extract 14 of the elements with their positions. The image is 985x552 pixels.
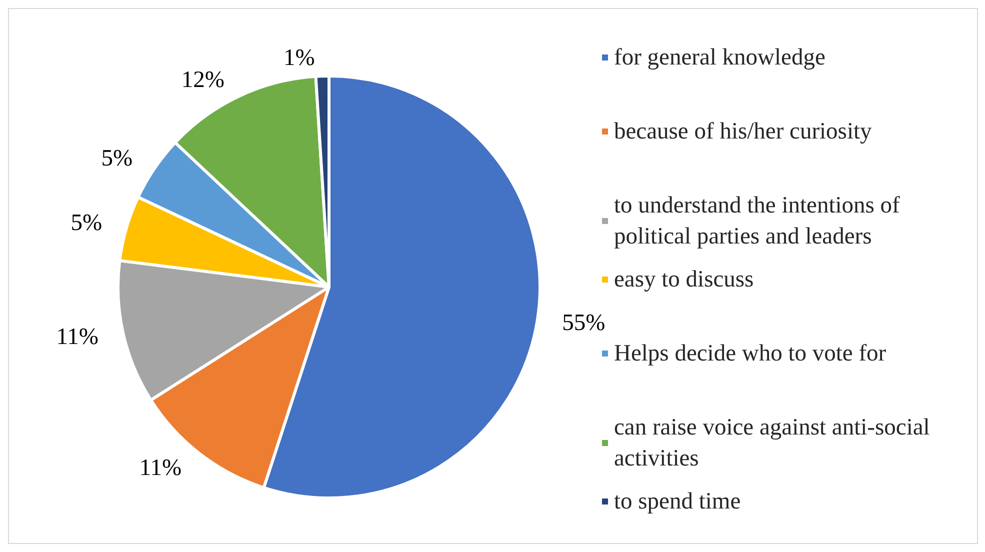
data-label: 11% [139, 454, 182, 481]
legend-label: because of his/her curiosity [614, 118, 872, 144]
legend-label: for general knowledge [614, 44, 826, 70]
legend-label: easy to discuss [614, 266, 754, 292]
data-label: 11% [56, 324, 99, 350]
data-label: 5% [70, 210, 102, 236]
data-label: 12% [181, 66, 224, 93]
data-label: 1% [283, 45, 315, 72]
legend-label: Helps decide who to vote for [614, 340, 886, 366]
data-label: 55% [562, 310, 606, 336]
legend-label: to understand the intentions of political parties and leaders [614, 192, 900, 250]
data-label: 5% [101, 145, 133, 172]
legend-label: to spend time [614, 488, 741, 514]
legend-label: can raise voice against anti-social activities [614, 414, 930, 472]
